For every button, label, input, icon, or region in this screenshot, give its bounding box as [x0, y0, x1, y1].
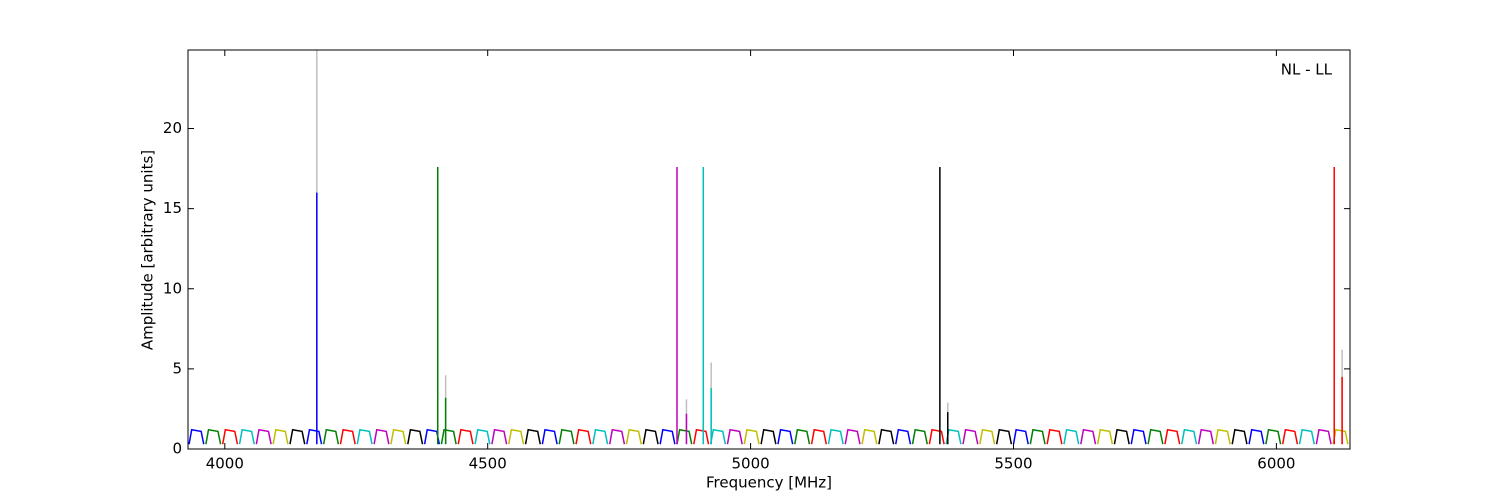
x-axis-label: Frequency [MHz] [706, 474, 832, 492]
x-tick-label: 4500 [469, 455, 507, 473]
series-line [221, 428, 1299, 445]
x-tick-label: 6000 [1257, 455, 1295, 473]
series-line [238, 428, 1315, 445]
x-tick-label: 5000 [732, 455, 770, 473]
plot-frame [187, 49, 1351, 450]
y-axis-label: Amplitude [arbitrary units] [139, 150, 157, 350]
x-tick-label: 4000 [206, 455, 244, 473]
series-line [289, 428, 1248, 445]
annotation: NL - LL [1281, 61, 1333, 79]
y-tick-label: 0 [172, 440, 182, 458]
series-line [188, 428, 1265, 445]
series-line [205, 428, 1282, 445]
y-tick-label: 15 [163, 199, 182, 217]
y-tick-label: 10 [163, 279, 182, 297]
y-tick-label: 5 [172, 359, 182, 377]
y-tick-label: 20 [163, 119, 182, 137]
series-line [255, 428, 1332, 445]
series-line [272, 428, 1349, 445]
x-tick-label: 5500 [994, 455, 1032, 473]
